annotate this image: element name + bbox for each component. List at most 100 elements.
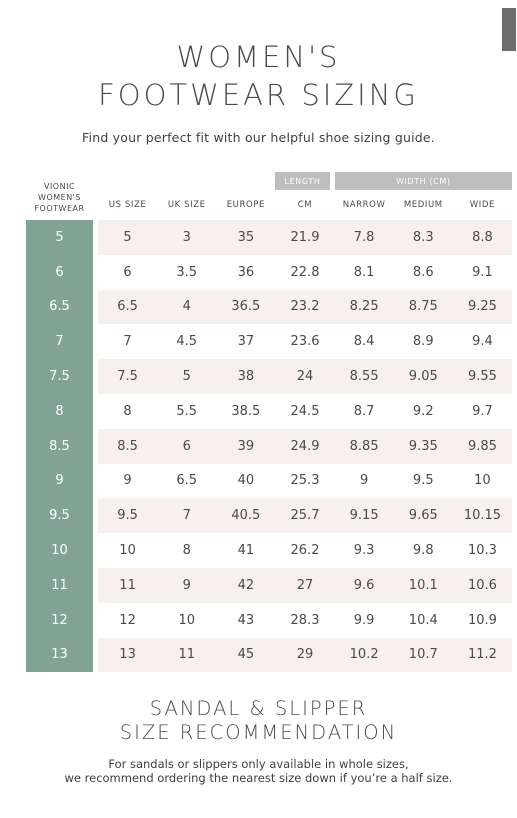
vionic-size-cell: 5	[26, 220, 93, 255]
size-cell: 9.55	[452, 359, 512, 394]
size-cell: 23.2	[275, 289, 335, 325]
size-cell: 13	[98, 637, 158, 673]
size-cell: 5	[98, 220, 158, 255]
vionic-size-cell: 13	[26, 637, 93, 673]
size-cell: 9.9	[334, 602, 394, 638]
vionic-header-line: FOOTWEAR	[34, 204, 85, 213]
size-cell: 40	[216, 463, 276, 499]
size-cell: 10.1	[393, 567, 453, 603]
size-cell: 8.7	[334, 393, 394, 429]
size-cell: 23.6	[275, 324, 335, 360]
size-cell: 9.7	[452, 393, 512, 429]
vionic-size-cell: 6	[26, 254, 93, 290]
size-cell: 12	[98, 602, 158, 638]
size-cell: 8.85	[334, 428, 394, 464]
size-cell: 8.55	[334, 359, 394, 394]
size-rows: 5 5 3 35 21.9 7.8 8.3 8.8 6 6 3.5 36 22.8 8.1 8.6 9.1 6.…	[26, 220, 512, 673]
sandal-title-line-1: SANDAL & SLIPPER	[149, 697, 368, 720]
header-gap	[216, 172, 275, 190]
column-header: US SIZE	[108, 200, 147, 210]
size-cell: 11	[157, 637, 217, 673]
size-cell: 9.65	[393, 498, 453, 534]
size-cell: 8	[157, 533, 217, 568]
size-cell: 41	[216, 533, 276, 568]
vionic-size-cell: 9	[26, 463, 93, 499]
column-header-row: US SIZE UK SIZE EUROPE CM NARROW MEDIUM WIDE	[26, 190, 512, 220]
size-cell: 8.3	[393, 220, 453, 255]
size-cell: 9.5	[393, 463, 453, 499]
size-cell: 10.6	[452, 567, 512, 603]
size-cell: 38	[216, 359, 276, 394]
size-cell: 24.9	[275, 428, 335, 464]
size-cell: 8.75	[393, 289, 453, 325]
size-cell: 8.1	[334, 254, 394, 290]
size-cell: 27	[275, 567, 335, 603]
size-cell: 25.7	[275, 498, 335, 534]
vionic-header: VIONIC WOMEN'S FOOTWEAR	[26, 172, 93, 220]
size-cell: 21.9	[275, 220, 335, 255]
size-cell: 3	[157, 220, 217, 255]
size-cell: 7.5	[98, 359, 158, 394]
sandal-note-line-1: For sandals or slippers only available i…	[108, 757, 409, 771]
size-cell: 8	[98, 393, 158, 429]
table-row: 12 12 10 43 28.3 9.9 10.4 10.9	[26, 602, 512, 638]
size-cell: 24	[275, 359, 335, 394]
size-cell: 6.5	[98, 289, 158, 325]
size-cell: 8.6	[393, 254, 453, 290]
header-gap	[98, 172, 157, 190]
size-cell: 36	[216, 254, 276, 290]
size-cell: 10	[98, 533, 158, 568]
size-cell: 45	[216, 637, 276, 673]
header-gap	[157, 172, 216, 190]
size-cell: 8.25	[334, 289, 394, 325]
vionic-size-cell: 11	[26, 567, 93, 603]
size-cell: 9.8	[393, 533, 453, 568]
size-cell: 9.5	[98, 498, 158, 534]
size-cell: 9.85	[452, 428, 512, 464]
size-cell: 9.25	[452, 289, 512, 325]
table-row: 8 8 5.5 38.5 24.5 8.7 9.2 9.7	[26, 393, 512, 429]
size-cell: 9.2	[393, 393, 453, 429]
table-row: 9.5 9.5 7 40.5 25.7 9.15 9.65 10.15	[26, 498, 512, 534]
group-header-row: VIONIC WOMEN'S FOOTWEAR LENGTH WIDTH (CM…	[26, 172, 512, 213]
vionic-size-cell: 7.5	[26, 359, 93, 394]
length-group-header: LENGTH	[275, 172, 335, 190]
size-cell: 9.1	[452, 254, 512, 290]
size-cell: 3.5	[157, 254, 217, 290]
table-row: 6 6 3.5 36 22.8 8.1 8.6 9.1	[26, 254, 512, 290]
size-cell: 7.8	[334, 220, 394, 255]
size-cell: 9.35	[393, 428, 453, 464]
size-cell: 10	[452, 463, 512, 499]
vionic-size-cell: 8.5	[26, 428, 93, 464]
size-cell: 9.4	[452, 324, 512, 360]
vionic-header-line: WOMEN'S	[38, 193, 81, 202]
size-cell: 9.15	[334, 498, 394, 534]
column-header: MEDIUM	[403, 200, 443, 210]
column-header: CM	[297, 200, 313, 210]
scrollbar-thumb[interactable]	[502, 8, 516, 51]
column-header: EUROPE	[226, 200, 265, 210]
size-cell: 39	[216, 428, 276, 464]
sandal-note-line-2: we recommend ordering the nearest size d…	[64, 771, 453, 785]
size-cell: 4.5	[157, 324, 217, 360]
table-row: 6.5 6.5 4 36.5 23.2 8.25 8.75 9.25	[26, 289, 512, 325]
table-row: 7.5 7.5 5 38 24 8.55 9.05 9.55	[26, 359, 512, 394]
size-cell: 29	[275, 637, 335, 673]
size-cell: 6.5	[157, 463, 217, 499]
table-row: 5 5 3 35 21.9 7.8 8.3 8.8	[26, 220, 512, 255]
size-cell: 10.2	[334, 637, 394, 673]
size-cell: 8.4	[334, 324, 394, 360]
vionic-size-cell: 6.5	[26, 289, 93, 325]
size-cell: 10.7	[393, 637, 453, 673]
table-row: 7 7 4.5 37 23.6 8.4 8.9 9.4	[26, 324, 512, 360]
size-cell: 6	[157, 428, 217, 464]
size-cell: 35	[216, 220, 276, 255]
width-group-header: WIDTH (CM)	[334, 172, 512, 190]
size-chart-table: VIONIC WOMEN'S FOOTWEAR LENGTH WIDTH (CM…	[26, 172, 512, 673]
size-cell: 9.05	[393, 359, 453, 394]
size-cell: 10.3	[452, 533, 512, 568]
page-title-line-2: FOOTWEAR SIZING	[98, 78, 419, 112]
size-cell: 4	[157, 289, 217, 325]
sandal-title-line-2: SIZE RECOMMENDATION	[119, 721, 398, 744]
size-cell: 9.3	[334, 533, 394, 568]
